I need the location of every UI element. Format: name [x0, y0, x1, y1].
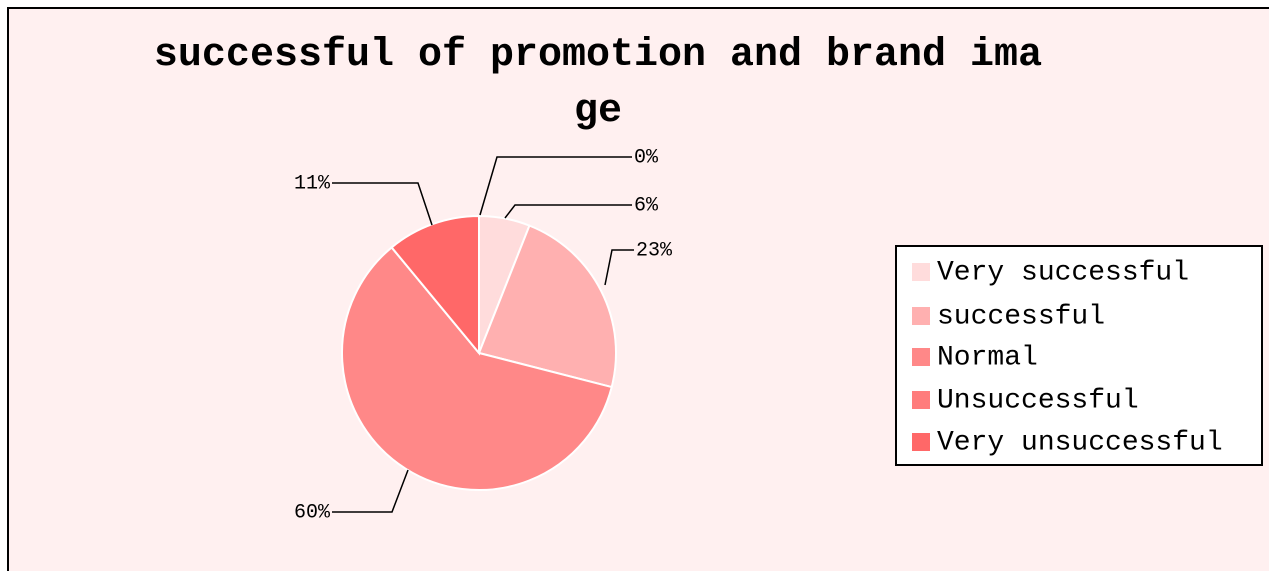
legend-label: Very unsuccessful [937, 427, 1223, 458]
legend-swatch [912, 433, 930, 451]
legend-box [895, 245, 1263, 466]
data-label: 6% [634, 194, 659, 217]
pie-slice [390, 214, 480, 356]
legend-swatch [912, 263, 930, 281]
legend-label: Unsuccessful [937, 385, 1139, 416]
leader-line [504, 204, 632, 219]
chart-title: successful of promotion and brand image [153, 33, 1043, 134]
legend-label: successful [937, 301, 1105, 332]
data-label: 11% [294, 172, 331, 195]
legend-label: Very successful [937, 257, 1189, 288]
legend-swatch [912, 391, 930, 409]
legend-swatch [912, 307, 930, 325]
data-label: 60% [294, 501, 331, 524]
leader-line [479, 156, 632, 216]
leader-line [332, 469, 409, 513]
data-label: 23% [636, 239, 673, 262]
data-label: 0% [634, 146, 659, 169]
legend-swatch [912, 348, 930, 366]
pie-slice [341, 246, 613, 491]
leader-line [604, 249, 634, 286]
pie-slice [477, 224, 617, 389]
legend-label: Normal [937, 342, 1038, 373]
leader-line [332, 182, 433, 226]
